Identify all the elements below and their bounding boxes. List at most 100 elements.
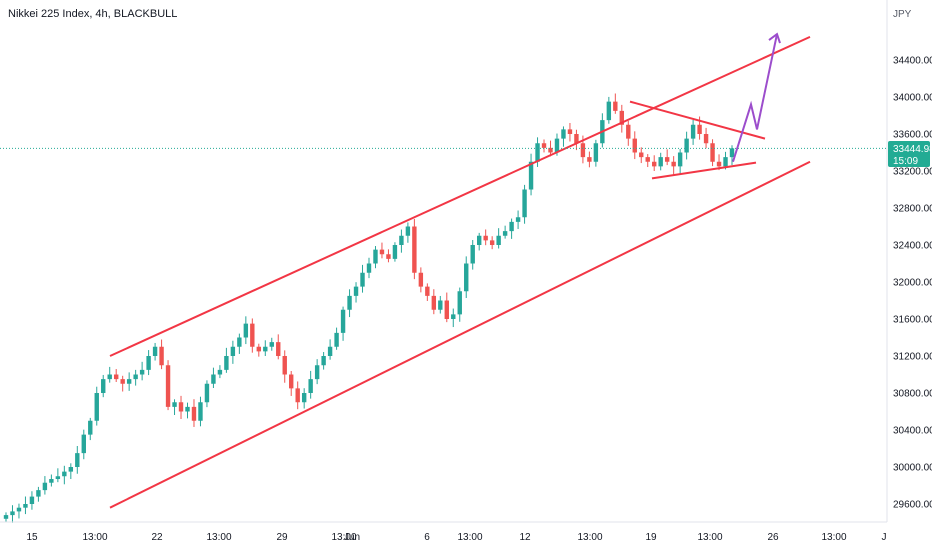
candle bbox=[133, 369, 138, 386]
candle bbox=[664, 149, 670, 166]
candle bbox=[399, 229, 404, 253]
candle bbox=[49, 474, 54, 487]
candle bbox=[191, 399, 197, 427]
candle bbox=[68, 463, 74, 480]
candle bbox=[412, 219, 417, 280]
candle bbox=[308, 370, 313, 399]
candle bbox=[139, 361, 145, 381]
time-tick-label: 12 bbox=[519, 532, 531, 543]
candle bbox=[418, 267, 424, 293]
triangle-lower-line[interactable] bbox=[651, 161, 757, 180]
price-tick-label: 34000.00 bbox=[893, 93, 932, 104]
candle bbox=[3, 512, 9, 522]
candle bbox=[476, 232, 482, 251]
candle bbox=[165, 360, 171, 411]
candle bbox=[619, 104, 625, 133]
candle bbox=[444, 292, 449, 323]
candle bbox=[36, 486, 41, 502]
candle bbox=[522, 184, 527, 224]
time-tick-label: 19 bbox=[645, 532, 657, 543]
price-tick-label: 31600.00 bbox=[893, 315, 932, 326]
last-price-countdown: 15:09 bbox=[893, 156, 918, 167]
candle bbox=[386, 249, 391, 263]
price-axis[interactable]: 29600.00 30000.00 30400.00 30800.00 31200.00… bbox=[893, 56, 932, 511]
candle bbox=[282, 350, 287, 383]
candle bbox=[172, 399, 177, 416]
price-tick-label: 32000.00 bbox=[893, 278, 932, 289]
price-tick-label: 30400.00 bbox=[893, 426, 932, 437]
candle bbox=[75, 446, 80, 474]
candle bbox=[457, 287, 462, 322]
channel-upper-line[interactable] bbox=[109, 35, 811, 357]
time-tick-label: 13:00 bbox=[577, 532, 602, 543]
time-tick-label: 26 bbox=[767, 532, 779, 543]
candle bbox=[340, 306, 346, 341]
candle bbox=[548, 140, 553, 157]
candle bbox=[198, 396, 203, 427]
candle bbox=[250, 318, 255, 353]
candle bbox=[178, 395, 184, 419]
price-tick-label: 33600.00 bbox=[893, 130, 932, 141]
candle bbox=[587, 151, 592, 168]
candle bbox=[243, 316, 249, 345]
candle bbox=[276, 334, 281, 360]
candle bbox=[464, 256, 469, 299]
candle bbox=[152, 342, 158, 361]
candle bbox=[373, 246, 378, 269]
candle bbox=[502, 225, 508, 239]
candle bbox=[107, 366, 112, 383]
price-tick-label: 30800.00 bbox=[893, 389, 932, 400]
candle bbox=[295, 381, 300, 410]
price-tick-label: 32400.00 bbox=[893, 241, 932, 252]
candle bbox=[42, 476, 48, 495]
candle bbox=[567, 122, 573, 142]
candle bbox=[613, 93, 618, 114]
candle bbox=[574, 129, 579, 151]
projection-path[interactable] bbox=[732, 33, 778, 163]
candle bbox=[606, 96, 612, 124]
candle bbox=[528, 153, 534, 196]
candle bbox=[690, 119, 696, 145]
time-tick-label: 22 bbox=[151, 532, 163, 543]
candle bbox=[645, 154, 650, 168]
time-tick-label: 13:00 bbox=[697, 532, 722, 543]
candle bbox=[496, 228, 501, 249]
time-tick-label: 13:00 bbox=[331, 532, 356, 543]
candle bbox=[327, 339, 333, 360]
channel-lower-line[interactable] bbox=[109, 160, 811, 509]
candle bbox=[392, 242, 398, 262]
last-price-badge-background bbox=[888, 141, 930, 167]
candle bbox=[217, 365, 223, 379]
time-tick-label: J bbox=[882, 532, 887, 543]
candle bbox=[224, 347, 229, 373]
candle bbox=[263, 340, 268, 356]
candle bbox=[489, 236, 495, 250]
candle bbox=[593, 139, 599, 167]
projection-arrowhead bbox=[768, 32, 781, 44]
candle bbox=[16, 503, 22, 519]
candle bbox=[677, 148, 683, 174]
candle bbox=[88, 417, 93, 441]
candles-group bbox=[3, 93, 735, 523]
candle bbox=[451, 308, 456, 328]
price-tick-label: 33200.00 bbox=[893, 167, 932, 178]
candle bbox=[353, 282, 359, 303]
candle bbox=[703, 127, 709, 149]
last-price-value: 33444.98 bbox=[893, 144, 932, 155]
candle bbox=[684, 131, 689, 160]
time-tick-label: 13:00 bbox=[457, 532, 482, 543]
candle bbox=[211, 367, 216, 389]
candle bbox=[658, 152, 663, 171]
candle bbox=[23, 496, 28, 515]
last-price-badge: 33444.98 15:09 bbox=[888, 141, 932, 167]
time-tick-label: 13:00 bbox=[82, 532, 107, 543]
candle bbox=[347, 289, 352, 318]
candle bbox=[321, 352, 326, 370]
candle bbox=[230, 340, 236, 364]
candle bbox=[541, 139, 547, 153]
time-tick-label: Jun bbox=[344, 532, 360, 543]
candle bbox=[314, 359, 320, 385]
candle bbox=[483, 229, 488, 246]
